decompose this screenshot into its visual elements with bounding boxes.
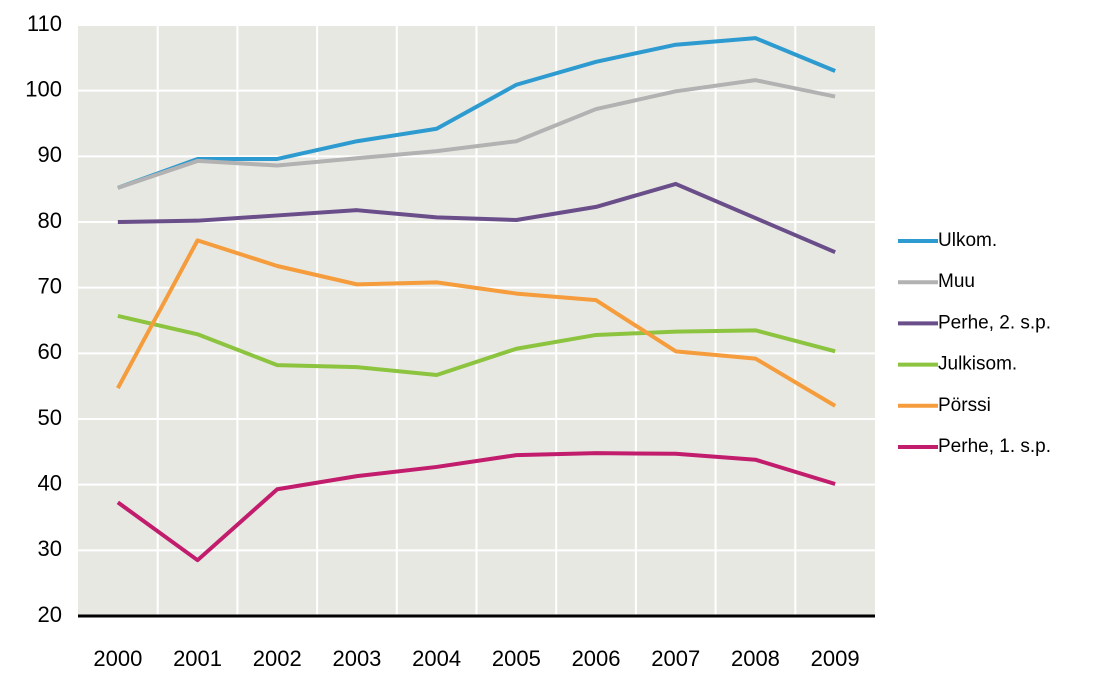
- legend-label: Ulkom.: [938, 230, 997, 251]
- y-tick-label: 70: [38, 273, 62, 298]
- legend-label: Perhe, 2. s.p.: [938, 312, 1051, 333]
- series-line: [117, 313, 836, 378]
- x-tick-label: 2000: [93, 646, 142, 669]
- x-tick-label: 2003: [332, 646, 381, 669]
- series-line: [116, 238, 837, 408]
- y-tick-label: 30: [38, 536, 62, 561]
- x-tick-label: 2004: [412, 646, 461, 669]
- x-tick-label: 2002: [253, 646, 302, 669]
- x-tick-label: 2009: [811, 646, 860, 669]
- y-tick-label: 110: [27, 11, 62, 36]
- x-tick-label: 2006: [572, 646, 621, 669]
- y-tick-label: 60: [38, 339, 62, 364]
- y-tick-label: 20: [38, 602, 62, 627]
- y-tick-label: 50: [38, 405, 62, 430]
- x-tick-label: 2008: [731, 646, 780, 669]
- legend-label: Julkisom.: [938, 354, 1017, 375]
- x-tick-label: 2005: [492, 646, 541, 669]
- series-line: [117, 36, 836, 190]
- legend-label: Pörssi: [938, 395, 991, 416]
- x-tick-label: 2001: [173, 646, 222, 669]
- legend-label: Perhe, 1. s.p.: [938, 436, 1051, 457]
- y-tick-label: 90: [38, 142, 62, 167]
- x-tick-label: 2007: [651, 646, 700, 669]
- series-line: [117, 78, 836, 190]
- y-tick-label: 80: [38, 208, 62, 233]
- series-line: [117, 181, 836, 255]
- y-tick-label: 100: [25, 76, 62, 101]
- legend-label: Muu: [938, 271, 975, 292]
- series-line: [116, 451, 836, 563]
- y-tick-label: 40: [38, 470, 62, 495]
